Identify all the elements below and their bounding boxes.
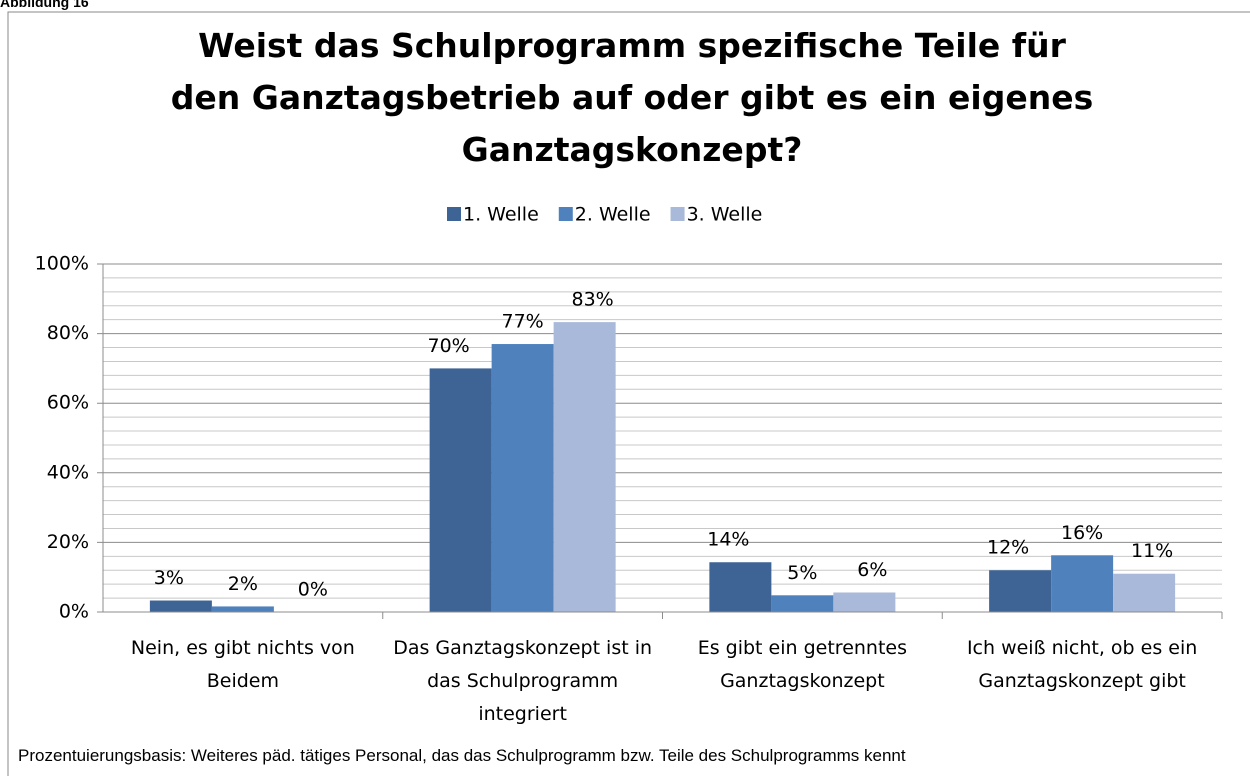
value-label: 16% xyxy=(1061,522,1103,544)
bar xyxy=(553,322,616,612)
value-label: 6% xyxy=(857,559,887,581)
y-tick-label: 40% xyxy=(47,461,89,483)
y-tick-label: 60% xyxy=(47,392,89,414)
bar xyxy=(1113,573,1176,612)
bar xyxy=(1051,555,1114,612)
y-tick-label: 20% xyxy=(47,531,89,553)
frame xyxy=(7,11,1250,776)
bar xyxy=(989,570,1052,612)
header: Abbildung 16 xyxy=(0,0,89,10)
y-tick-label: 0% xyxy=(59,601,89,623)
footnote: Prozentuierungsbasis: Weiteres päd. täti… xyxy=(18,746,906,765)
value-label: 2% xyxy=(228,573,258,595)
bar xyxy=(709,562,772,612)
legend-label: 3. Welle xyxy=(687,204,763,226)
legend-label: 1. Welle xyxy=(463,204,539,226)
bar xyxy=(833,592,896,612)
value-label: 0% xyxy=(298,579,328,601)
value-label: 70% xyxy=(428,335,470,357)
legend-swatch xyxy=(670,207,685,221)
value-label: 11% xyxy=(1131,540,1173,562)
bar xyxy=(211,606,274,612)
x-tick-label: Ich weiß nicht, ob es ein Ganztagskonzep… xyxy=(966,637,1198,692)
value-label: 14% xyxy=(707,529,749,551)
bar xyxy=(149,600,212,612)
bar xyxy=(771,595,834,612)
bar xyxy=(429,368,492,612)
value-label: 83% xyxy=(572,289,614,311)
chart-title: Weist das Schulprogramm spezifische Teil… xyxy=(170,26,1094,169)
value-label: 3% xyxy=(154,567,184,589)
y-tick-label: 80% xyxy=(47,322,89,344)
value-label: 12% xyxy=(987,537,1029,559)
bar xyxy=(491,344,554,612)
x-tick-label: Nein, es gibt nichts von Beidem xyxy=(130,637,355,692)
value-label: 5% xyxy=(787,562,817,584)
x-tick-label: Das Ganztagskonzept ist in das Schulprog… xyxy=(393,637,653,725)
legend-swatch xyxy=(558,207,573,221)
value-label: 77% xyxy=(502,311,544,333)
y-tick-label: 100% xyxy=(35,253,89,275)
legend-label: 2. Welle xyxy=(575,204,651,226)
x-tick-label: Es gibt ein getrenntes Ganztagskonzept xyxy=(697,637,908,692)
legend-swatch xyxy=(447,207,461,221)
